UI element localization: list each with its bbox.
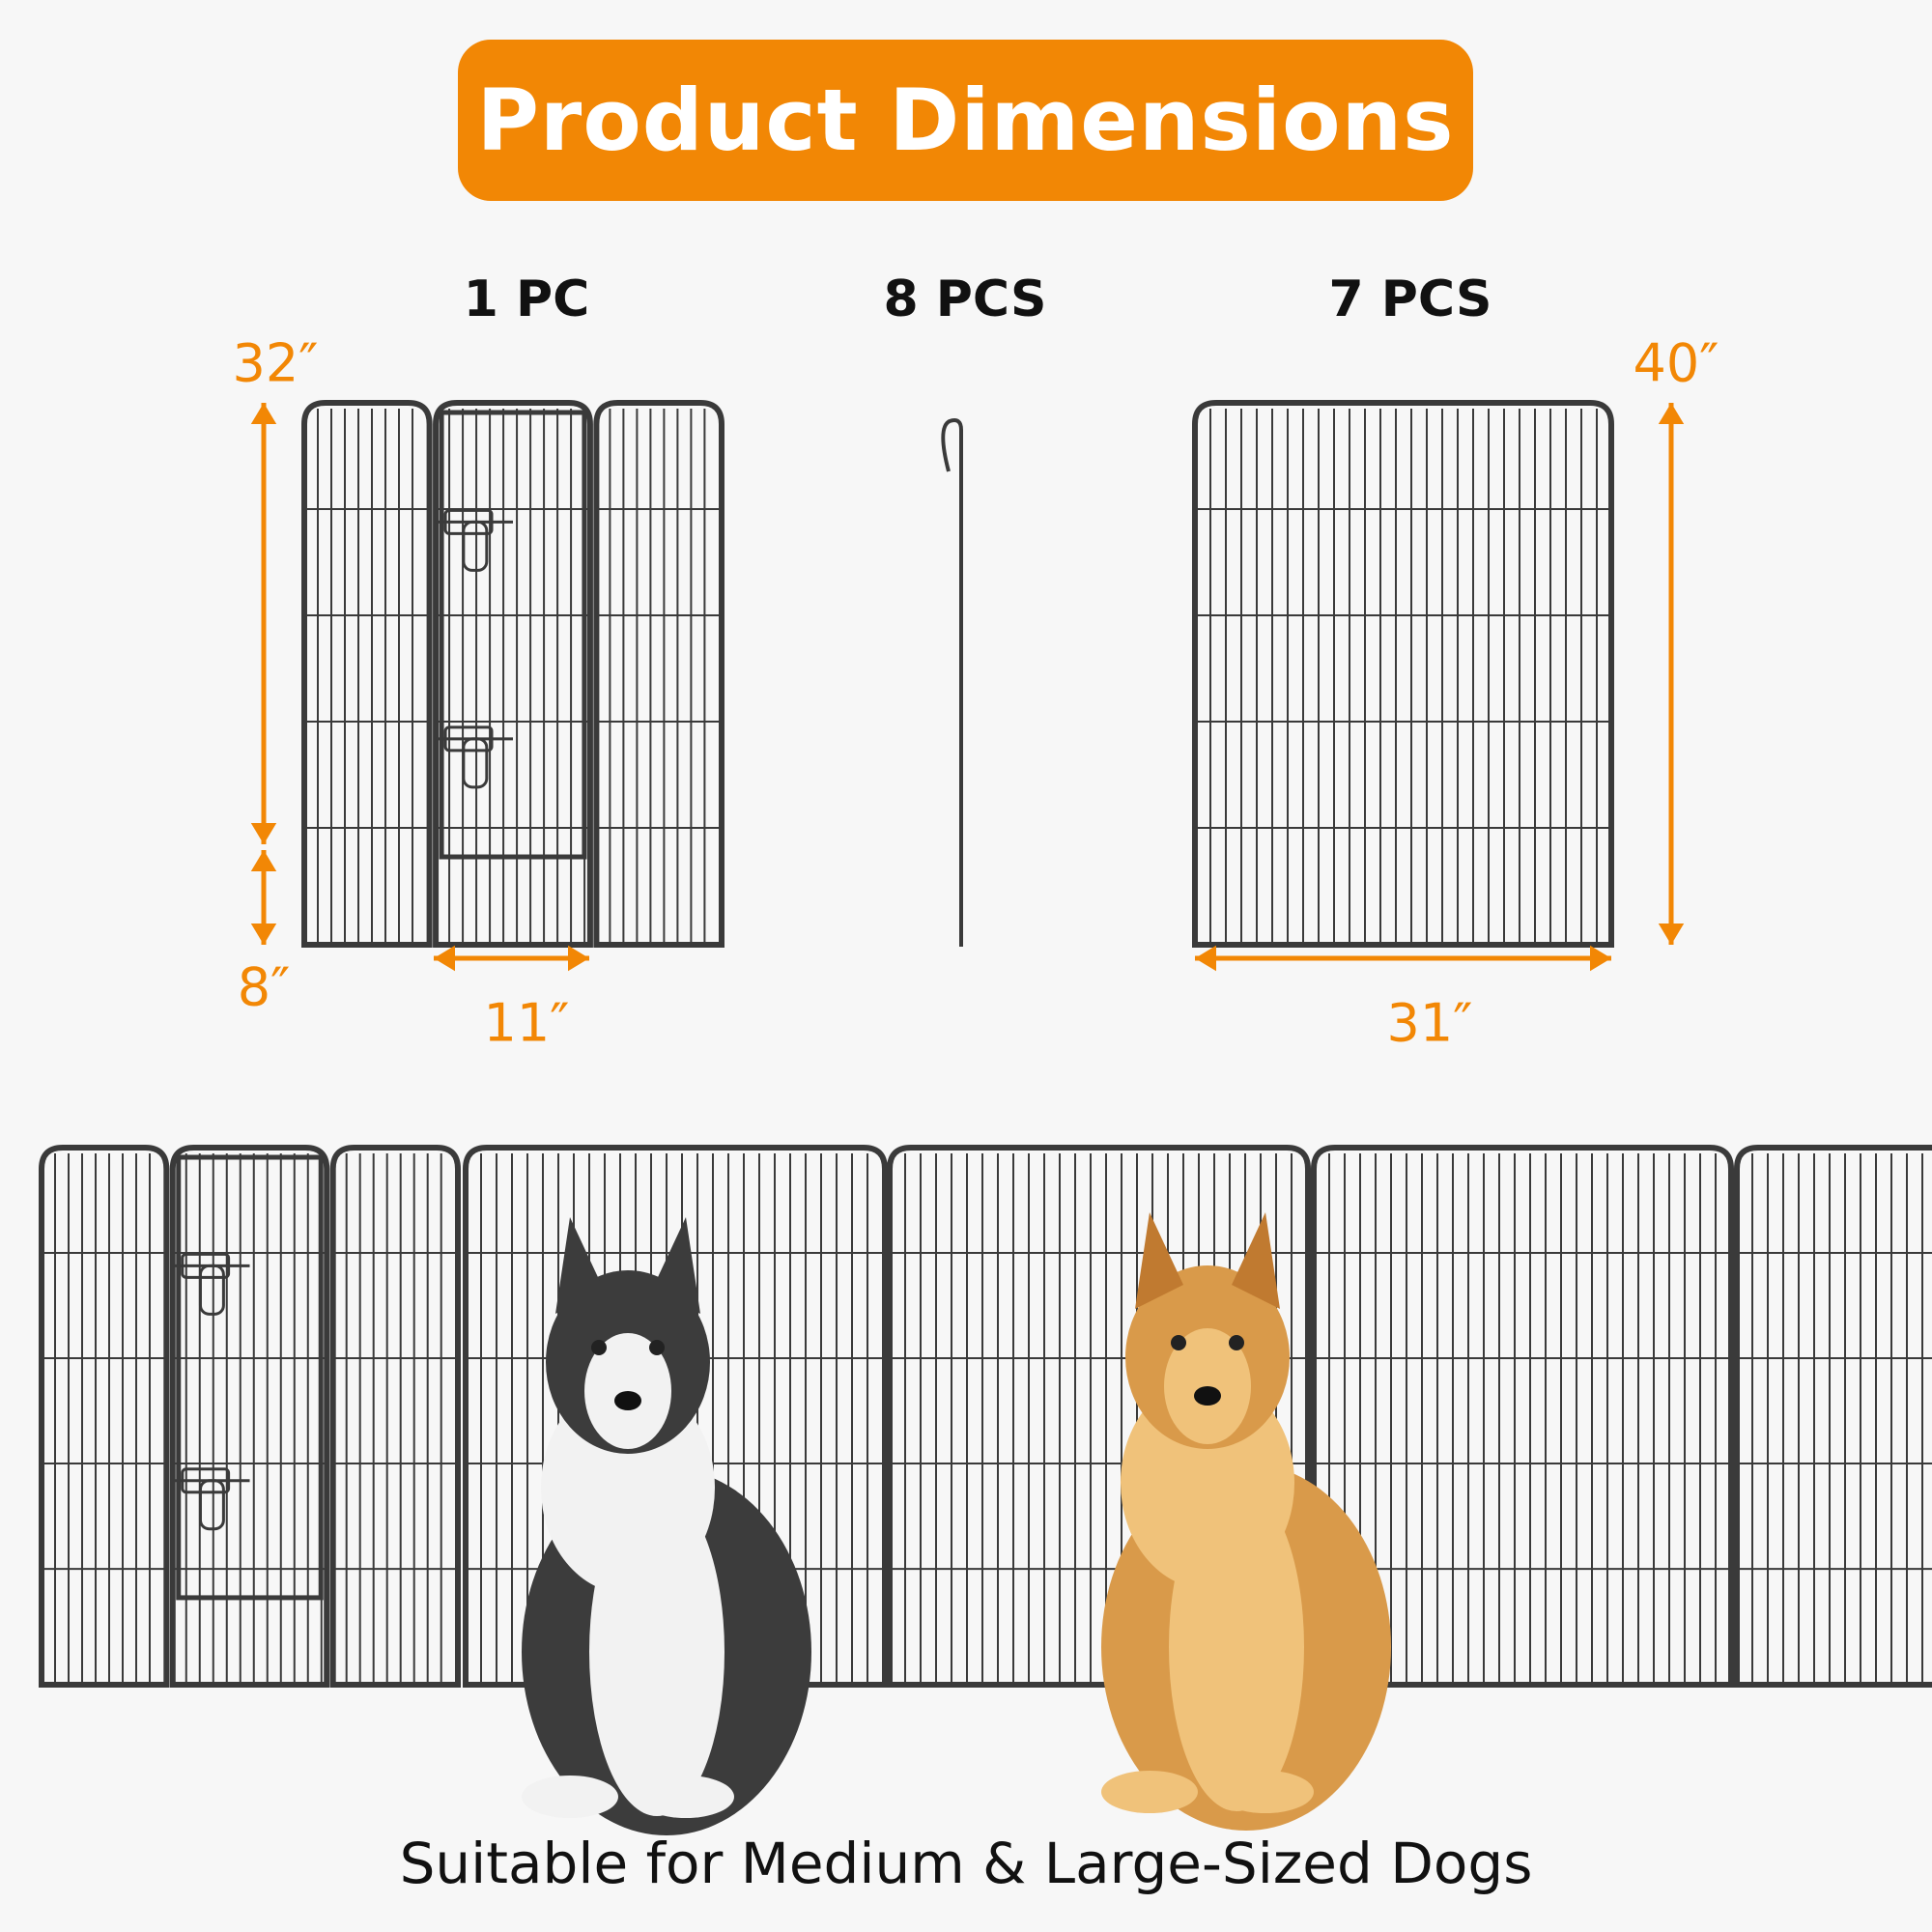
fence-panel — [1192, 400, 1614, 948]
panel-quantity: 7 PCS — [1328, 270, 1492, 328]
panel-height-label: 40″ — [1633, 332, 1719, 394]
title-banner: Product Dimensions — [458, 40, 1473, 201]
assembled-door-set-right — [329, 1145, 461, 1688]
door-panel-set-right — [593, 400, 724, 948]
panel-height-arrow — [1658, 403, 1685, 945]
door-panel-set-door — [433, 400, 593, 948]
door-gap-label: 8″ — [237, 956, 291, 1018]
door-width-label: 11″ — [483, 992, 570, 1054]
door-width-arrow — [434, 945, 589, 972]
panel-width-arrow — [1195, 945, 1611, 972]
caption: Suitable for Medium & Large-Sized Dogs — [399, 1831, 1533, 1896]
title: Product Dimensions — [476, 71, 1455, 170]
door-panel-quantity: 1 PC — [463, 270, 590, 328]
assembled-panel — [1734, 1145, 1932, 1688]
ground-stake — [941, 418, 963, 947]
door-panel-height-label: 32″ — [232, 332, 319, 394]
assembled-door-set-left — [39, 1145, 170, 1688]
stake-quantity: 8 PCS — [883, 270, 1047, 328]
door-gap-arrow — [250, 850, 277, 945]
assembled-door-set-door — [169, 1145, 330, 1688]
door-panel-set-left — [301, 400, 433, 948]
golden-retriever — [1101, 1212, 1391, 1831]
door-height-arrow — [250, 403, 277, 844]
husky — [522, 1217, 811, 1835]
panel-width-label: 31″ — [1386, 992, 1473, 1054]
